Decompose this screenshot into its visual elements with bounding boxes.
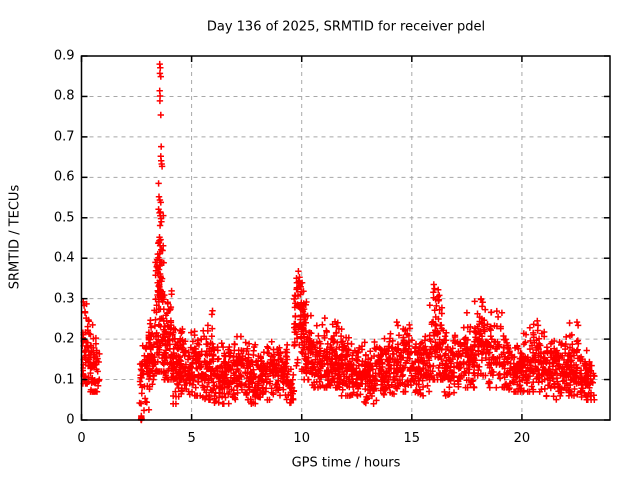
- y-tick-label: 0.8: [53, 88, 75, 104]
- x-tick-label: 5: [187, 431, 196, 446]
- chart-title: Day 136 of 2025, SRMTID for receiver pde…: [206, 19, 486, 35]
- x-tick-label: 10: [293, 431, 310, 446]
- x-axis-label: GPS time / hours: [291, 455, 401, 471]
- plot-border: [80, 55, 611, 421]
- y-tick-label: 0.3: [53, 291, 75, 307]
- y-tick-label: 0.4: [53, 250, 75, 266]
- y-tick-label: 0.1: [53, 372, 75, 388]
- x-tick-label: 15: [403, 431, 421, 446]
- x-tick-label: 20: [513, 431, 531, 446]
- y-tick-label: 0.6: [53, 169, 75, 185]
- data-points: [80, 60, 598, 424]
- y-axis-label: SRMTID / TECUs: [7, 184, 23, 290]
- x-tick-label: 0: [77, 431, 86, 446]
- y-tick-label: 0.9: [53, 48, 75, 64]
- y-tick-label: 0: [66, 412, 75, 428]
- y-tick-label: 0.5: [53, 210, 75, 226]
- y-tick-label: 0.7: [53, 129, 75, 145]
- y-tick-label: 0.2: [53, 331, 75, 347]
